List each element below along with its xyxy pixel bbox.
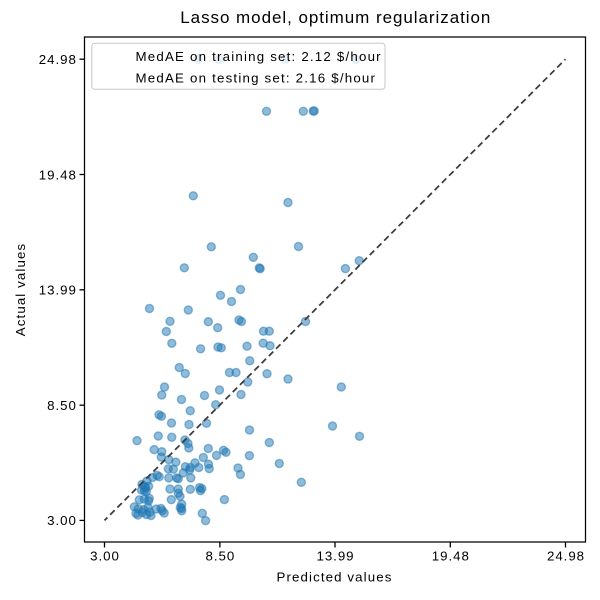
- svg-text:8.50: 8.50: [47, 398, 77, 413]
- svg-text:24.98: 24.98: [547, 549, 585, 564]
- svg-text:3.00: 3.00: [47, 513, 77, 528]
- svg-text:MedAE on training set: 2.12 $/: MedAE on training set: 2.12 $/hour: [136, 49, 382, 64]
- svg-text:13.99: 13.99: [39, 283, 77, 298]
- svg-text:13.99: 13.99: [316, 549, 354, 564]
- svg-text:24.98: 24.98: [39, 52, 77, 67]
- svg-text:19.48: 19.48: [39, 167, 77, 182]
- svg-text:Predicted values: Predicted values: [277, 570, 393, 585]
- svg-text:Actual values: Actual values: [13, 243, 28, 336]
- svg-text:3.00: 3.00: [90, 549, 120, 564]
- svg-text:Lasso model, optimum regulariz: Lasso model, optimum regularization: [180, 8, 491, 27]
- svg-text:8.50: 8.50: [206, 549, 236, 564]
- svg-text:MedAE on testing set: 2.16 $/h: MedAE on testing set: 2.16 $/hour: [136, 70, 377, 85]
- svg-text:19.48: 19.48: [432, 549, 470, 564]
